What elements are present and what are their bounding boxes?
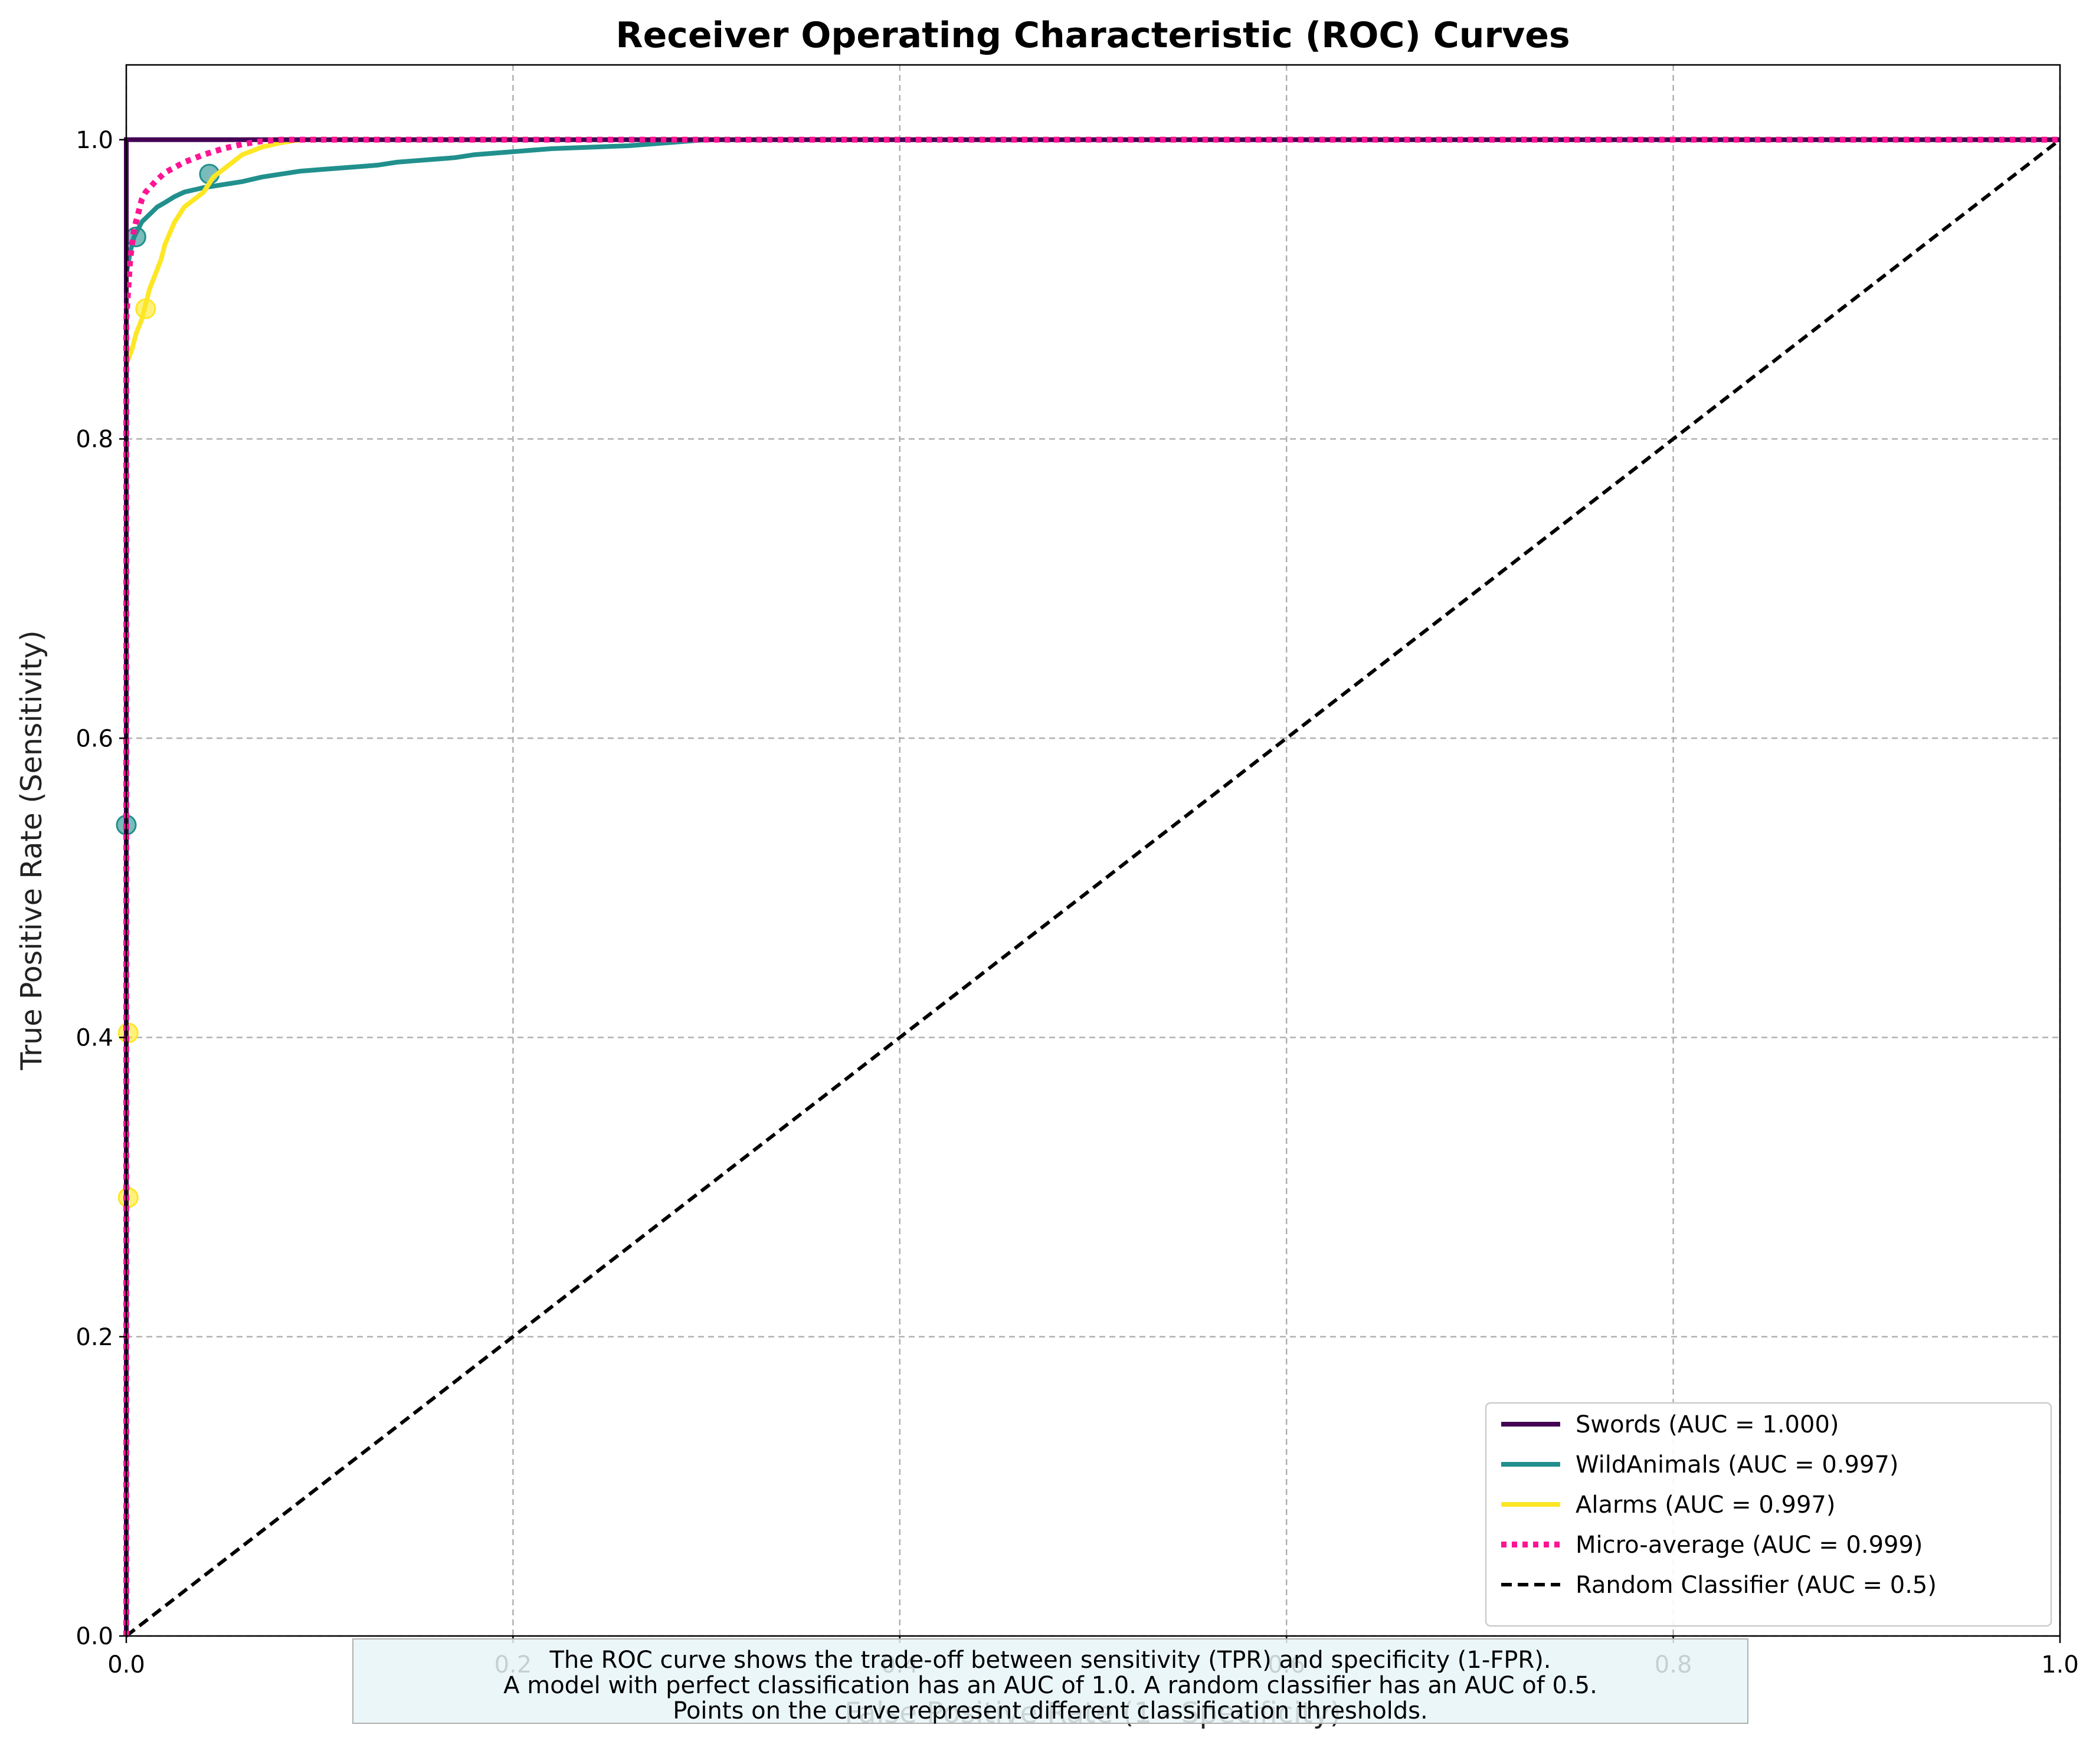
plot-frame: [125, 64, 2061, 1637]
legend-box: [1485, 1402, 2052, 1627]
y-tick-label: 0.4: [76, 1025, 113, 1052]
series-line-4: [125, 138, 2061, 1638]
y-tick-label: 0.6: [76, 725, 113, 752]
annotation-background: [352, 1638, 1748, 1724]
y-axis-label: True Positive Rate (Sensitivity): [15, 630, 48, 1070]
legend-label: Random Classifier (AUC = 0.5): [1576, 1572, 1937, 1599]
legend-label: Alarms (AUC = 0.997): [1576, 1491, 1836, 1519]
y-tick-label: 0.0: [76, 1623, 113, 1650]
legend-label: Micro-average (AUC = 0.999): [1576, 1532, 1923, 1559]
annotation-line-2: A model with perfect classification has …: [503, 1672, 1597, 1699]
legend-label: Swords (AUC = 1.000): [1576, 1411, 1839, 1438]
annotation-box: The ROC curve shows the trade-off betwee…: [352, 1638, 1748, 1724]
x-tick-label: 0.0: [107, 1651, 145, 1678]
y-tick-label: 0.2: [76, 1324, 113, 1351]
chart-title: Receiver Operating Characteristic (ROC) …: [615, 15, 1570, 56]
series-line-3: [123, 136, 2060, 1636]
diagonal-layer: [125, 138, 2061, 1638]
legend-label: WildAnimals (AUC = 0.997): [1576, 1451, 1899, 1478]
y-tick-label: 1.0: [76, 127, 113, 154]
annotation-line-3: Points on the curve represent different …: [673, 1697, 1427, 1724]
x-tick-label: 1.0: [2041, 1651, 2079, 1678]
legend: Swords (AUC = 1.000) WildAnimals (AUC = 0…: [1485, 1402, 2052, 1627]
y-tick-label: 0.8: [76, 426, 113, 453]
annotation-line-1: The ROC curve shows the trade-off betwee…: [549, 1647, 1551, 1674]
series-line-1: [124, 137, 2060, 1636]
series-line-2: [124, 137, 2060, 1636]
threshold-point: [135, 298, 156, 319]
